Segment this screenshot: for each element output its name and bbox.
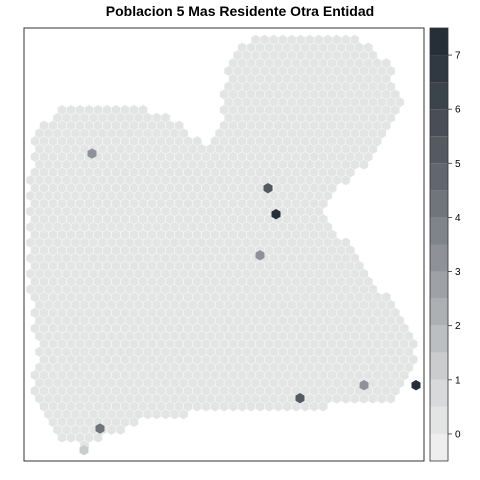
legend-color-bin: [430, 136, 448, 164]
legend-color-bin: [430, 325, 448, 353]
color-legend: 0 1 2 3 4 5 6 7: [429, 27, 461, 462]
hex-cell: [341, 174, 351, 186]
legend-tick-label: 1: [455, 375, 461, 386]
hex-cell: [359, 159, 369, 171]
hex-cell: [178, 408, 189, 420]
legend-color-bin: [430, 379, 448, 407]
hex-cell-highlight: [79, 444, 89, 456]
legend-tick-label: 7: [455, 51, 461, 62]
chart-title: Poblacion 5 Mas Residente Otra Entidad: [105, 3, 375, 19]
legend-color-bin: [430, 298, 448, 326]
legend-color-bin: [430, 55, 448, 83]
legend-color-bin: [430, 433, 448, 461]
legend-color-bin: [430, 28, 448, 56]
hex-cell-highlight: [295, 393, 305, 404]
hex-cell-highlight: [95, 423, 105, 434]
hexbin-layer: [25, 34, 421, 456]
legend-color-bin: [430, 244, 448, 272]
legend-color-bin: [430, 217, 448, 245]
legend-tick-label: 6: [455, 105, 461, 116]
hex-cell-highlight: [359, 380, 369, 391]
legend-tick-label: 0: [455, 429, 461, 440]
plot-frame: [23, 27, 425, 462]
hex-cell: [129, 416, 139, 428]
legend-tick-label: 4: [455, 213, 461, 224]
legend-tick-label: 3: [455, 267, 461, 278]
hex-cell: [386, 393, 396, 405]
legend-color-bin: [430, 190, 448, 218]
legend-frame: [429, 27, 449, 462]
legend-color-bin: [430, 271, 448, 299]
legend-tick-label: 5: [455, 159, 461, 170]
legend-color-bin: [430, 352, 448, 380]
hex-cell-highlight: [87, 148, 97, 159]
legend-color-bin: [430, 163, 448, 191]
hex-cell-highlight: [411, 380, 421, 391]
legend-color-bin: [430, 406, 448, 434]
hex-cell-highlight: [255, 250, 265, 261]
hex-cell: [318, 400, 328, 412]
hex-cell-highlight: [263, 183, 273, 194]
legend-color-bin: [430, 82, 448, 110]
legend-tick-label: 2: [455, 321, 461, 332]
hex-cell: [115, 424, 126, 436]
hex-cell-highlight: [271, 208, 281, 220]
legend-color-bin: [430, 109, 448, 137]
